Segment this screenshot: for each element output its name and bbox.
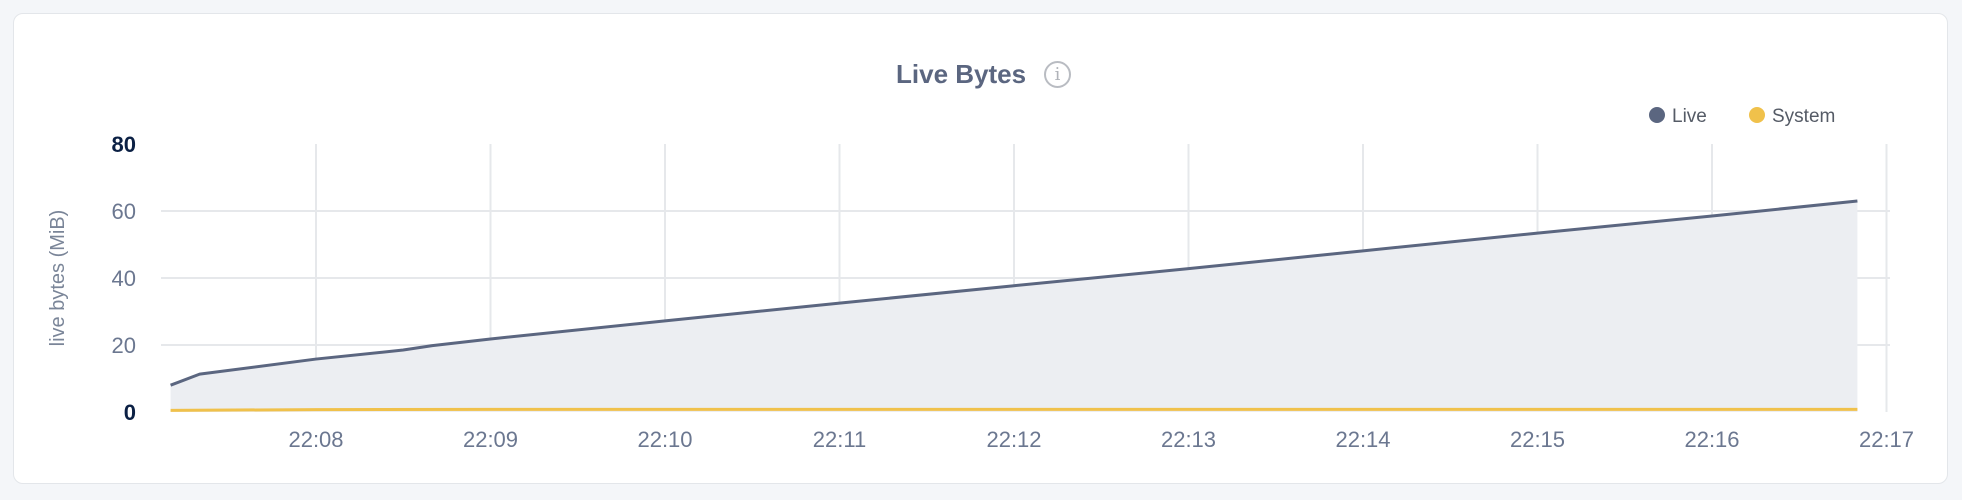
info-circle-icon[interactable]: i xyxy=(1044,61,1071,88)
legend-marker-system xyxy=(1749,107,1765,123)
series-area-live xyxy=(170,200,1858,412)
y-tick-label: 80 xyxy=(112,132,136,157)
x-tick-label: 22:08 xyxy=(288,427,343,452)
y-tick-label: 60 xyxy=(112,199,136,224)
x-tick-label: 22:09 xyxy=(463,427,518,452)
x-tick-label: 22:11 xyxy=(813,427,866,452)
x-tick-label: 22:16 xyxy=(1684,427,1739,452)
series-line-system xyxy=(170,407,1858,412)
legend-marker-live xyxy=(1649,107,1665,123)
y-tick-label: 20 xyxy=(112,333,136,358)
legend-label-system: System xyxy=(1772,106,1835,127)
chart-title: Live Bytes xyxy=(896,59,1027,89)
x-tick-label: 22:12 xyxy=(986,427,1041,452)
x-tick-label: 22:15 xyxy=(1510,427,1565,452)
x-tick-label: 22:10 xyxy=(637,427,692,452)
y-tick-label: 0 xyxy=(124,400,136,425)
x-tick-label: 22:17 xyxy=(1859,427,1914,452)
y-tick-label: 40 xyxy=(112,266,136,291)
x-tick-label: 22:14 xyxy=(1335,427,1390,452)
x-tick-label: 22:13 xyxy=(1161,427,1216,452)
legend-label-live: Live xyxy=(1672,106,1707,127)
series-line-live xyxy=(170,199,1858,387)
y-axis-label: live bytes (MiB) xyxy=(47,210,69,347)
